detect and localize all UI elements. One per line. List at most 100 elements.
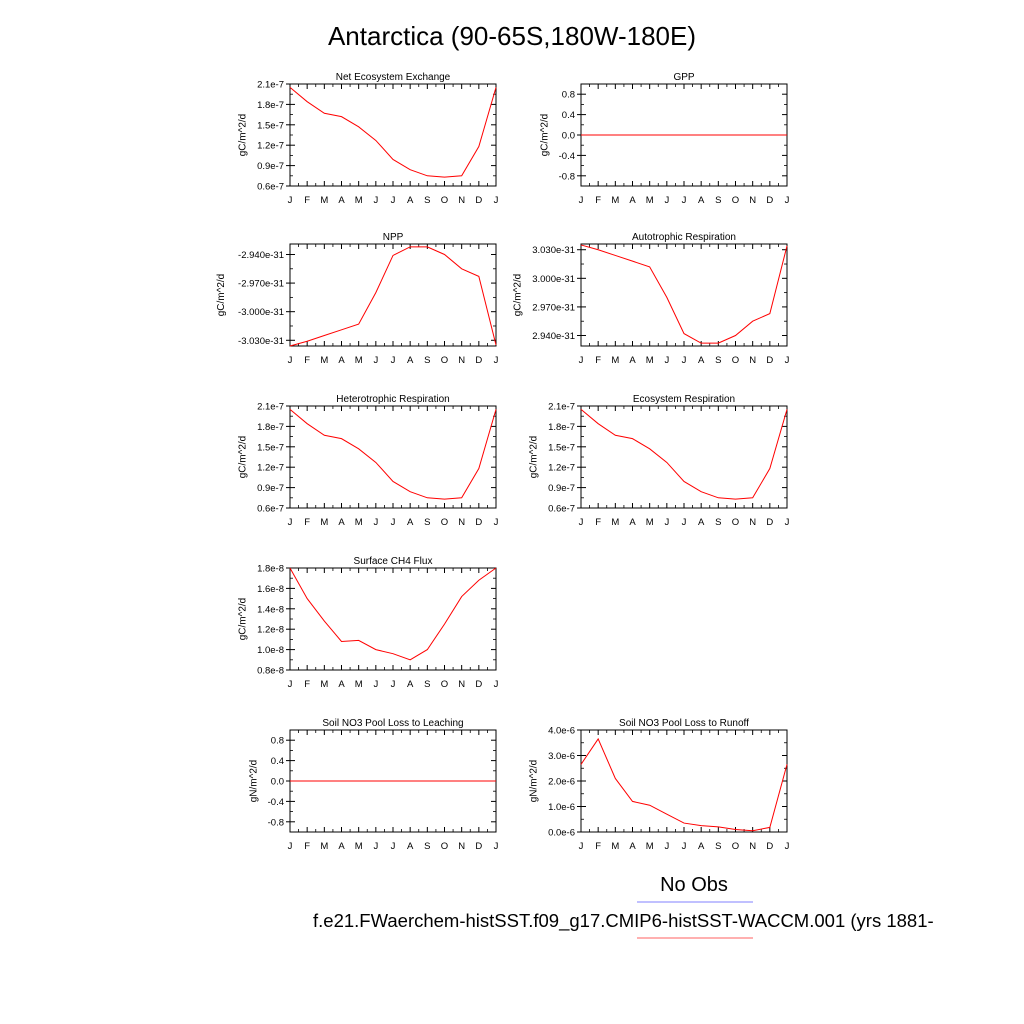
x-tick-label: J [494, 679, 499, 690]
x-tick-label: S [424, 355, 430, 366]
y-tick-label: 0.9e-7 [257, 161, 284, 172]
y-tick-label: 2.1e-7 [548, 402, 575, 413]
y-tick-label: -0.8 [268, 817, 284, 828]
x-tick-label: M [320, 355, 328, 366]
plot-frame [289, 243, 497, 347]
x-tick-label: M [646, 841, 654, 852]
y-tick-label: -0.8 [559, 171, 575, 182]
x-tick-label: M [611, 517, 619, 528]
x-tick-label: J [785, 195, 790, 206]
x-tick-label: M [355, 517, 363, 528]
series-line [289, 409, 497, 500]
x-tick-label: A [698, 195, 705, 206]
x-tick-label: O [441, 355, 448, 366]
x-tick-label: J [494, 355, 499, 366]
plot-frame [580, 729, 788, 833]
panel-title-gpp: GPP [673, 72, 694, 83]
series-line [580, 737, 788, 832]
y-tick-label: 1.8e-8 [257, 564, 284, 575]
y-tick-label: 2.0e-6 [548, 777, 575, 788]
x-tick-label: A [629, 517, 636, 528]
y-tick-label: 1.5e-7 [548, 442, 575, 453]
y-tick-label: -0.4 [559, 151, 575, 162]
x-tick-label: F [304, 679, 310, 690]
x-tick-label: O [732, 355, 739, 366]
x-tick-label: J [391, 841, 396, 852]
y-axis-label: gC/m^2/d [238, 114, 249, 157]
series-line [580, 244, 788, 344]
x-tick-label: A [698, 517, 705, 528]
x-tick-label: A [629, 355, 636, 366]
x-tick-label: D [475, 517, 482, 528]
x-tick-label: J [682, 841, 687, 852]
panel-title-net-ecosystem-exchange: Net Ecosystem Exchange [336, 72, 451, 83]
x-tick-label: M [355, 195, 363, 206]
series-line [289, 567, 497, 661]
y-axis-label: gC/m^2/d [539, 114, 550, 157]
y-tick-label: 1.8e-7 [548, 422, 575, 433]
x-tick-label: J [785, 355, 790, 366]
x-tick-label: S [715, 355, 721, 366]
x-tick-label: O [441, 679, 448, 690]
x-tick-label: J [288, 679, 293, 690]
y-tick-label: 0.8 [562, 90, 575, 101]
x-tick-label: A [407, 679, 414, 690]
x-tick-label: M [320, 195, 328, 206]
x-tick-label: J [682, 517, 687, 528]
x-tick-label: J [373, 841, 378, 852]
x-tick-label: J [391, 195, 396, 206]
x-tick-label: M [355, 679, 363, 690]
x-tick-label: N [749, 195, 756, 206]
x-tick-label: J [373, 679, 378, 690]
y-tick-label: 1.2e-7 [257, 141, 284, 152]
x-tick-label: M [320, 841, 328, 852]
x-tick-label: N [749, 841, 756, 852]
y-tick-label: 1.0e-6 [548, 802, 575, 813]
x-tick-label: A [407, 355, 414, 366]
y-axis-label: gC/m^2/d [238, 436, 249, 479]
y-tick-label: 1.0e-8 [257, 645, 284, 656]
x-tick-label: J [391, 355, 396, 366]
x-tick-label: O [441, 841, 448, 852]
y-axis-label: gC/m^2/d [529, 436, 540, 479]
y-tick-label: 1.8e-7 [257, 422, 284, 433]
y-tick-label: 0.6e-7 [257, 182, 284, 193]
x-tick-label: D [475, 841, 482, 852]
x-tick-label: A [338, 841, 345, 852]
x-tick-label: N [458, 679, 465, 690]
x-tick-label: O [441, 195, 448, 206]
x-tick-label: A [338, 355, 345, 366]
x-tick-label: F [595, 195, 601, 206]
x-tick-label: J [682, 195, 687, 206]
x-tick-label: D [475, 679, 482, 690]
x-tick-label: F [304, 355, 310, 366]
legend-obs-label: No Obs [660, 874, 728, 896]
x-tick-label: A [407, 841, 414, 852]
y-tick-label: 1.6e-8 [257, 584, 284, 595]
x-tick-label: D [475, 355, 482, 366]
x-tick-label: M [320, 517, 328, 528]
y-axis-label: gC/m^2/d [216, 274, 227, 317]
x-tick-label: F [595, 841, 601, 852]
y-tick-label: 2.1e-7 [257, 80, 284, 91]
panel-title-npp: NPP [383, 232, 404, 243]
y-tick-label: 1.4e-8 [257, 604, 284, 615]
y-tick-label: 4.0e-6 [548, 726, 575, 737]
y-tick-label: 0.8 [271, 736, 284, 747]
x-tick-label: J [288, 841, 293, 852]
legend-case-label: f.e21.FWaerchem-histSST.f09_g17.CMIP6-hi… [313, 910, 934, 932]
x-tick-label: J [579, 841, 584, 852]
y-tick-label: 2.940e-31 [532, 331, 575, 342]
x-tick-label: J [288, 517, 293, 528]
x-tick-label: N [458, 195, 465, 206]
x-tick-label: N [749, 517, 756, 528]
x-tick-label: O [441, 517, 448, 528]
series-line [289, 87, 497, 178]
y-axis-label: gC/m^2/d [512, 274, 523, 317]
x-tick-label: N [458, 841, 465, 852]
